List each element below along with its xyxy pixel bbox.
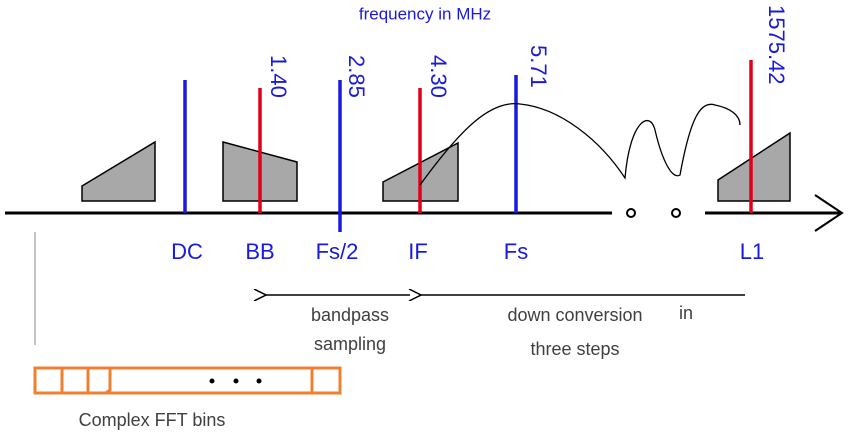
note: in <box>679 303 693 323</box>
axis-arrow <box>814 194 844 232</box>
dot <box>626 208 636 218</box>
fft-label: Complex FFT bins <box>79 410 226 430</box>
marker-label: DC <box>171 239 203 264</box>
frequency: 5.71 <box>526 45 551 88</box>
frequency: 1575.42 <box>764 5 789 85</box>
marker-label: Fs/2 <box>316 239 359 264</box>
marker-label: IF <box>408 239 428 264</box>
note: bandpass <box>311 305 389 325</box>
ellipsis <box>209 378 262 384</box>
fft-bins <box>33 366 342 395</box>
frequency: 2.85 <box>344 55 369 98</box>
spectra <box>81 131 791 202</box>
frequency-values: 1.40 2.85 4.30 5.71 1575.42 <box>266 5 789 98</box>
dot <box>671 208 681 218</box>
title: frequency in MHz <box>359 4 491 23</box>
frequency-lines <box>183 60 753 232</box>
note: three steps <box>530 339 619 359</box>
note: sampling <box>314 334 386 354</box>
marker-labels: DC BB Fs/2 IF Fs L1 <box>171 239 764 264</box>
marker-label: Fs <box>504 239 528 264</box>
note: down conversion <box>507 305 642 325</box>
marker-label: BB <box>245 239 274 264</box>
notes: bandpass sampling down conversion in thr… <box>311 303 693 359</box>
marker-label: L1 <box>740 239 764 264</box>
frequency: 1.40 <box>266 55 291 98</box>
frequency: 4.30 <box>426 55 451 98</box>
curve <box>419 103 741 186</box>
